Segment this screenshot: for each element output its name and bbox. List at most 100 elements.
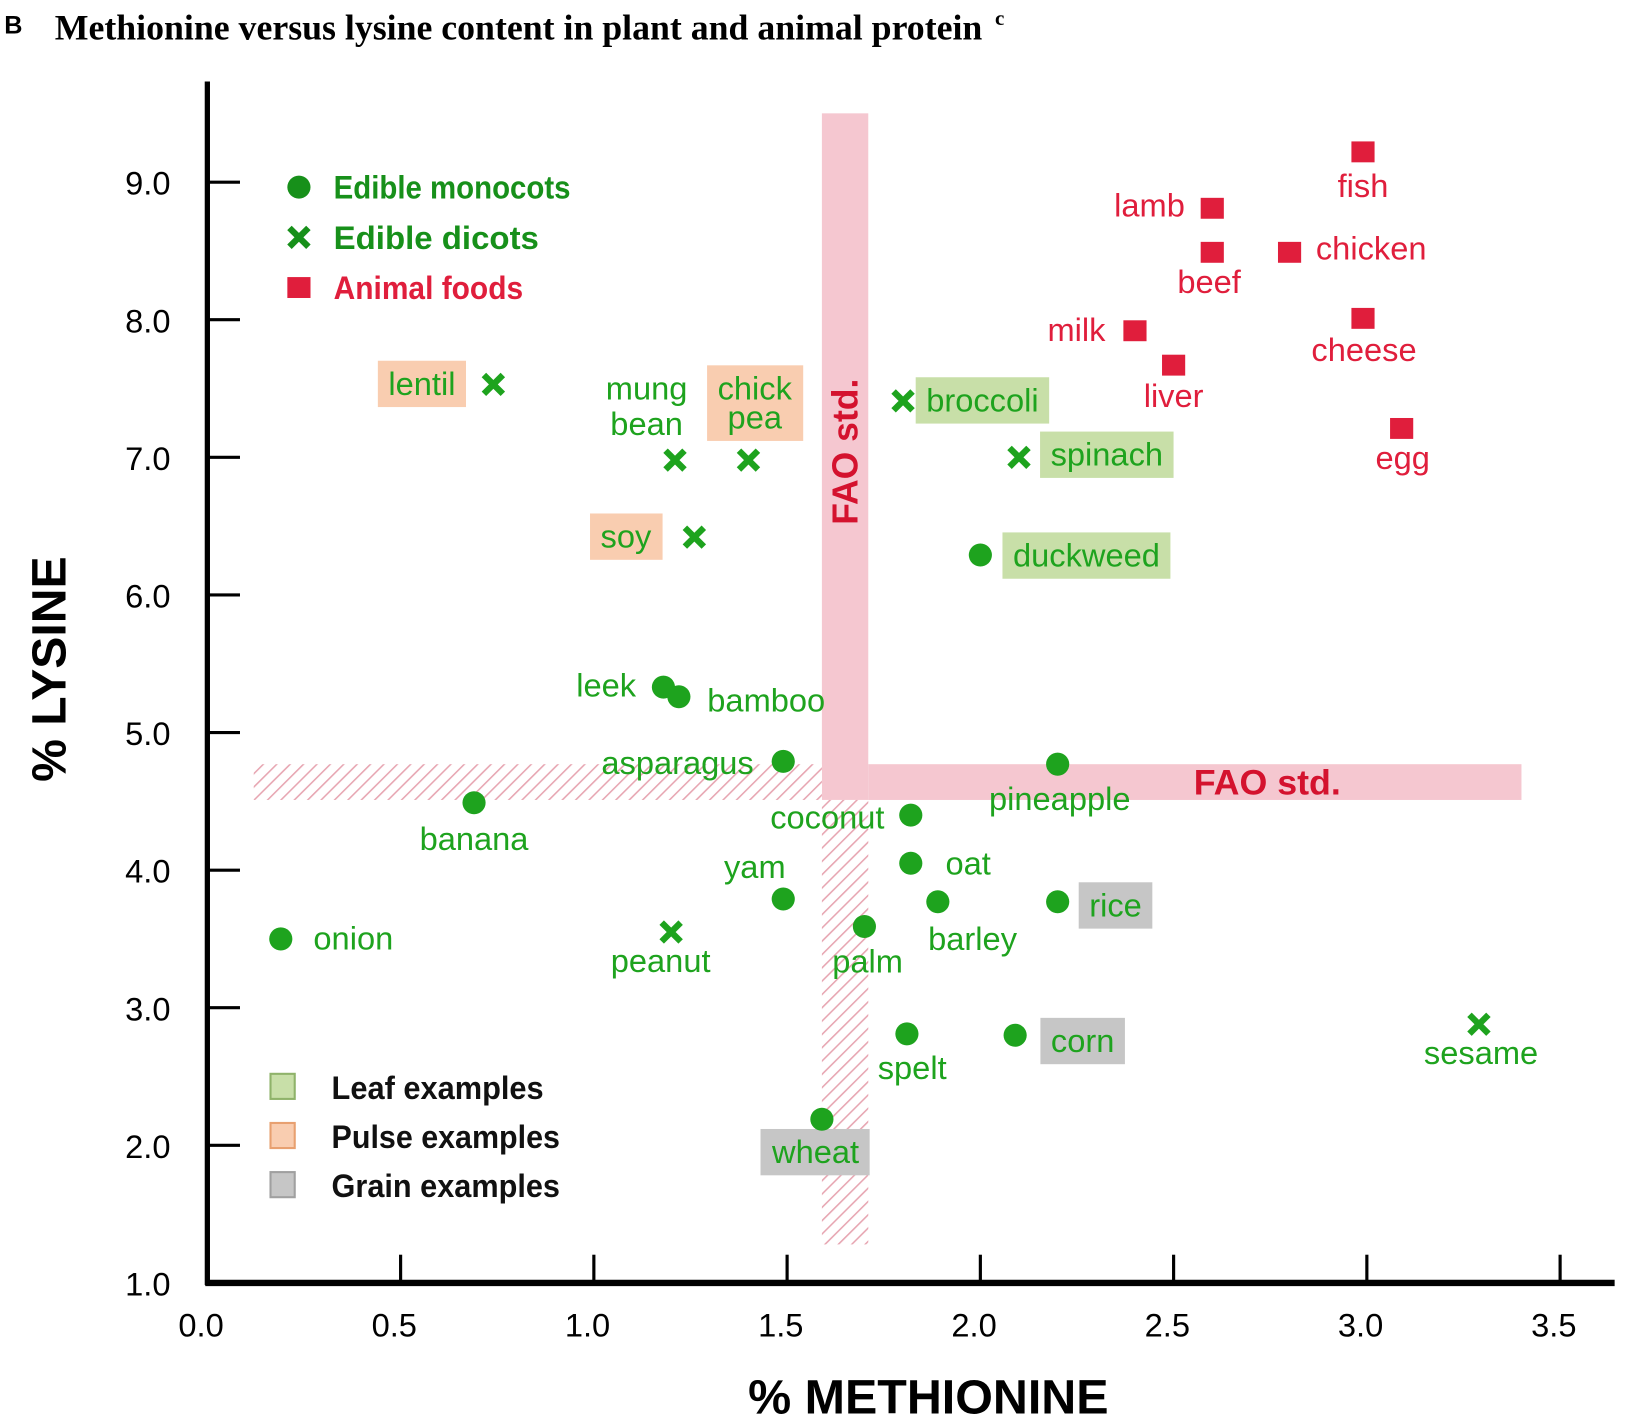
point-label: asparagus [601, 745, 753, 781]
point-labels: onion banana leek bamboo asparagus coconut oat… [313, 168, 1538, 1176]
data-points [269, 141, 1491, 1131]
data-point-peanut [659, 920, 683, 944]
y-tick-label: 9.0 [125, 166, 170, 202]
legend-swatch-pulse [269, 1121, 296, 1150]
x-tick-label: 2.0 [951, 1307, 996, 1343]
y-tick-label: 8.0 [125, 303, 170, 339]
point-label: beef [1177, 264, 1241, 300]
point-label: chick pea [718, 371, 793, 436]
panel-letter: B [4, 12, 22, 40]
data-point-liver [1162, 354, 1186, 376]
label-box-leaf [1002, 532, 1171, 579]
point-label: oat [946, 846, 991, 882]
fao-vertical-label: FAO std. [826, 379, 866, 525]
legend-label: Animal foods [334, 270, 523, 306]
data-point-corn [1003, 1023, 1027, 1047]
point-label: duckweed [1013, 538, 1160, 574]
data-point-spelt [895, 1022, 919, 1046]
data-point-yam [771, 887, 795, 911]
y-tick-label: 6.0 [125, 579, 170, 615]
fao-horizontal-band [868, 764, 1522, 800]
x-tick-label: 1.0 [565, 1307, 610, 1343]
point-label: soy [601, 519, 653, 555]
legend-group-label: Leaf examples [332, 1070, 544, 1106]
data-point-bamboo [667, 685, 691, 709]
legend-swatch-leaf [269, 1072, 296, 1100]
x-tick-label: 1.5 [758, 1307, 803, 1343]
legend-group-label: Pulse examples [332, 1119, 560, 1155]
y-tick-label: 3.0 [125, 991, 170, 1027]
point-label: wheat [771, 1134, 859, 1170]
point-label: chicken [1316, 231, 1427, 267]
point-label: peanut [611, 943, 711, 979]
point-label-line: mung [606, 371, 688, 407]
fao-vertical-band-hatched [821, 799, 869, 1245]
data-point-broccoli [891, 389, 915, 413]
legend-label: Edible monocots [334, 170, 571, 206]
label-box-leaf [1040, 431, 1174, 478]
label-box-grain [760, 1128, 870, 1176]
fao-horizontal-band-hatched [253, 764, 822, 800]
data-point-fish [1351, 141, 1375, 163]
point-label: onion [313, 920, 393, 956]
data-point-egg [1390, 417, 1414, 439]
point-label: liver [1144, 378, 1204, 414]
point-label-line: chick [718, 371, 793, 407]
data-point-onion [269, 927, 293, 951]
legend-marker-circle-icon [287, 175, 311, 199]
axes: 1.0 2.0 3.0 4.0 5.0 6.0 7.0 8.0 9.0 0.0 0.5 1.0 1.5 2… [125, 81, 1615, 1343]
point-label: sesame [1424, 1035, 1538, 1071]
y-axis-label: % LYSINE [22, 556, 76, 781]
data-point-chicken [1277, 241, 1302, 263]
label-box-grain [1078, 882, 1153, 929]
legend-group-label: Grain examples [332, 1168, 560, 1204]
data-point-chick-pea [736, 448, 761, 472]
y-tick-label: 1.0 [125, 1267, 170, 1303]
point-label: yam [724, 849, 786, 885]
x-tick-label: 0.5 [372, 1307, 417, 1343]
point-label: pineapple [989, 781, 1131, 817]
data-point-oat [899, 851, 923, 875]
legend-label: Edible dicots [334, 220, 539, 256]
point-label: fish [1338, 168, 1389, 204]
point-label: barley [928, 921, 1018, 957]
x-tick-label: 2.5 [1145, 1307, 1190, 1343]
fao-horizontal-label: FAO std. [1194, 763, 1341, 803]
chart-title: Methionine versus lysine content in plan… [55, 6, 1005, 48]
y-tick-label: 7.0 [125, 441, 170, 477]
data-point-pineapple [1046, 752, 1070, 776]
point-label: egg [1375, 440, 1429, 476]
data-point-rice [1046, 890, 1070, 914]
y-tick-label: 4.0 [125, 854, 170, 890]
title-superscript: c [995, 6, 1004, 30]
x-axis-label: % METHIONINE [748, 1371, 1108, 1422]
legend-marker-x-icon [287, 225, 311, 249]
point-label: broccoli [926, 382, 1038, 418]
label-box-grain [1040, 1017, 1125, 1065]
data-point-banana [462, 791, 486, 815]
y-tick-label: 2.0 [125, 1129, 170, 1165]
data-point-palm [852, 915, 876, 939]
data-point-lentil [481, 372, 506, 397]
y-tick-label: 5.0 [125, 716, 170, 752]
data-point-milk [1123, 320, 1147, 342]
x-tick-label: 3.5 [1531, 1307, 1576, 1343]
label-box-pulse [707, 365, 804, 441]
point-label: leek [576, 668, 637, 704]
data-point-beef [1200, 241, 1224, 263]
point-label: spelt [878, 1050, 947, 1086]
data-point-soy [682, 525, 707, 549]
point-label: lentil [388, 366, 455, 402]
point-label: corn [1051, 1023, 1114, 1059]
data-point-lamb [1200, 197, 1224, 219]
label-box-pulse [377, 360, 466, 408]
data-point-asparagus [771, 749, 795, 773]
data-point-spinach [1007, 445, 1031, 469]
legend: Edible monocots Edible dicots Animal foods… [269, 170, 571, 1204]
label-box-pulse [590, 513, 663, 560]
fao-vertical-band [821, 113, 869, 800]
data-point-wheat [810, 1107, 834, 1131]
point-label: bamboo [707, 682, 825, 718]
fao-bands: FAO std. FAO std. [253, 113, 1522, 1245]
